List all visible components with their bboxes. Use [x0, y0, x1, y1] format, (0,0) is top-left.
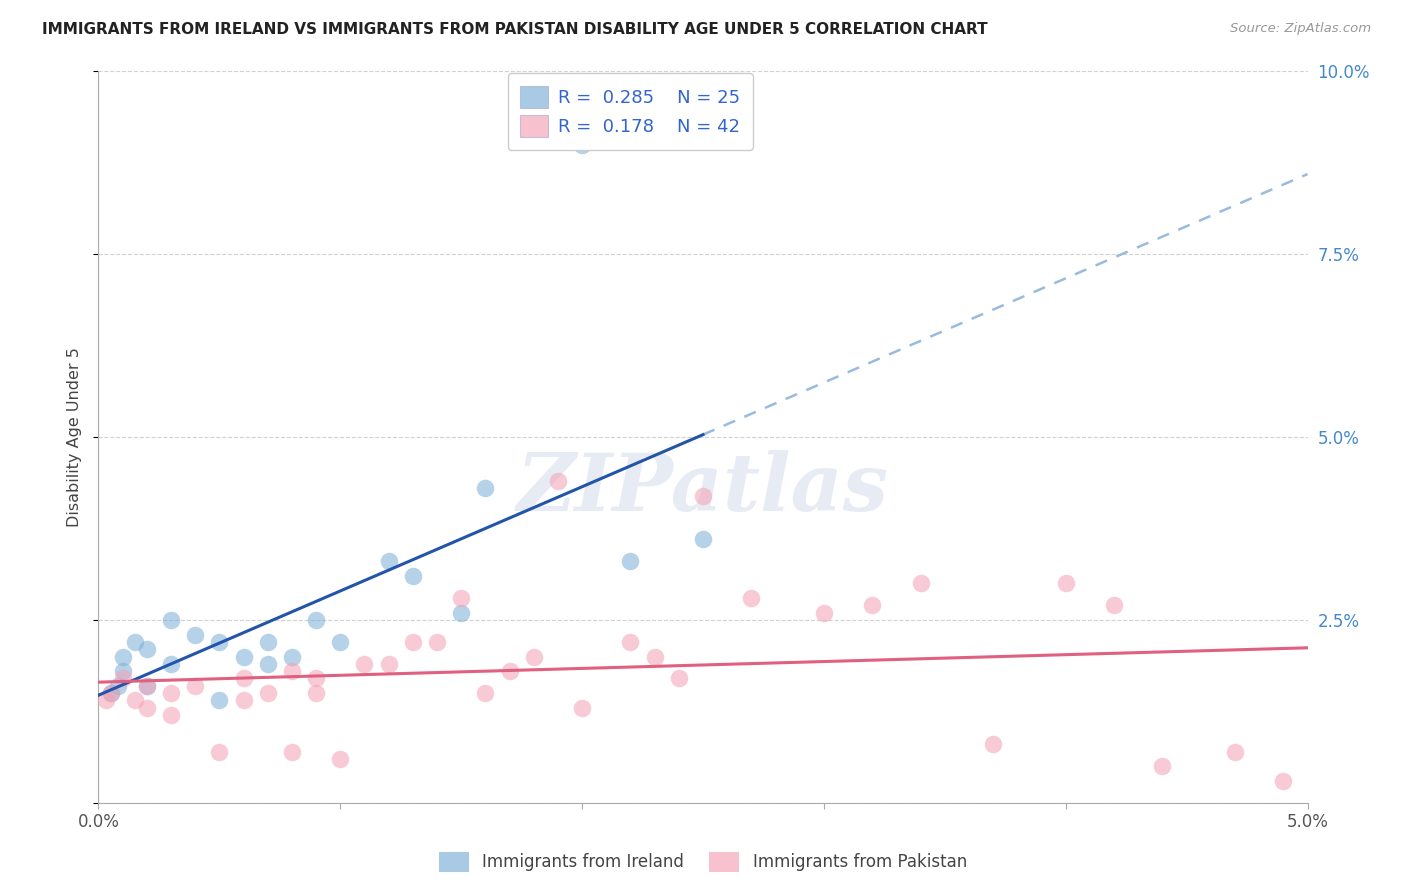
Point [450, 591, 472, 605]
Point [402, 635, 425, 649]
Point [668, 672, 690, 686]
Point [644, 649, 666, 664]
Point [377, 554, 399, 568]
Point [256, 635, 278, 649]
Point [232, 693, 254, 707]
Point [474, 481, 496, 495]
Point [135, 679, 157, 693]
Point [547, 474, 569, 488]
Point [450, 606, 472, 620]
Text: Source: ZipAtlas.com: Source: ZipAtlas.com [1230, 22, 1371, 36]
Text: IMMIGRANTS FROM IRELAND VS IMMIGRANTS FROM PAKISTAN DISABILITY AGE UNDER 5 CORRE: IMMIGRANTS FROM IRELAND VS IMMIGRANTS FR… [42, 22, 988, 37]
Point [124, 693, 146, 707]
Point [135, 700, 157, 714]
Point [981, 737, 1004, 751]
Point [94, 693, 117, 707]
Point [329, 752, 352, 766]
Point [910, 576, 932, 591]
Point [281, 649, 304, 664]
Point [281, 745, 304, 759]
Point [111, 672, 134, 686]
Point [813, 606, 835, 620]
Point [402, 569, 425, 583]
Point [305, 672, 328, 686]
Point [619, 554, 641, 568]
Point [232, 672, 254, 686]
Point [184, 627, 207, 641]
Point [184, 679, 207, 693]
Point [1102, 599, 1125, 613]
Text: ZIPatlas: ZIPatlas [517, 450, 889, 527]
Point [377, 657, 399, 671]
Point [208, 635, 231, 649]
Point [281, 664, 304, 678]
Point [160, 686, 183, 700]
Point [1054, 576, 1077, 591]
Point [1152, 759, 1174, 773]
Point [124, 635, 146, 649]
Point [160, 613, 183, 627]
Point [571, 137, 593, 152]
Legend: Immigrants from Ireland, Immigrants from Pakistan: Immigrants from Ireland, Immigrants from… [433, 845, 973, 879]
Point [160, 708, 183, 723]
Point [498, 664, 520, 678]
Point [100, 686, 122, 700]
Point [571, 700, 593, 714]
Point [100, 686, 122, 700]
Point [111, 649, 134, 664]
Point [111, 664, 134, 678]
Point [353, 657, 375, 671]
Point [305, 613, 328, 627]
Point [1272, 773, 1295, 788]
Point [523, 649, 546, 664]
Point [135, 642, 157, 657]
Point [860, 599, 883, 613]
Point [329, 635, 352, 649]
Point [135, 679, 157, 693]
Point [692, 533, 714, 547]
Point [740, 591, 762, 605]
Point [256, 686, 278, 700]
Point [426, 635, 449, 649]
Point [256, 657, 278, 671]
Point [474, 686, 496, 700]
Point [1223, 745, 1246, 759]
Point [208, 693, 231, 707]
Point [305, 686, 328, 700]
Point [208, 745, 231, 759]
Point [232, 649, 254, 664]
Y-axis label: Disability Age Under 5: Disability Age Under 5 [67, 347, 83, 527]
Point [619, 635, 641, 649]
Point [692, 489, 714, 503]
Point [107, 679, 129, 693]
Point [160, 657, 183, 671]
